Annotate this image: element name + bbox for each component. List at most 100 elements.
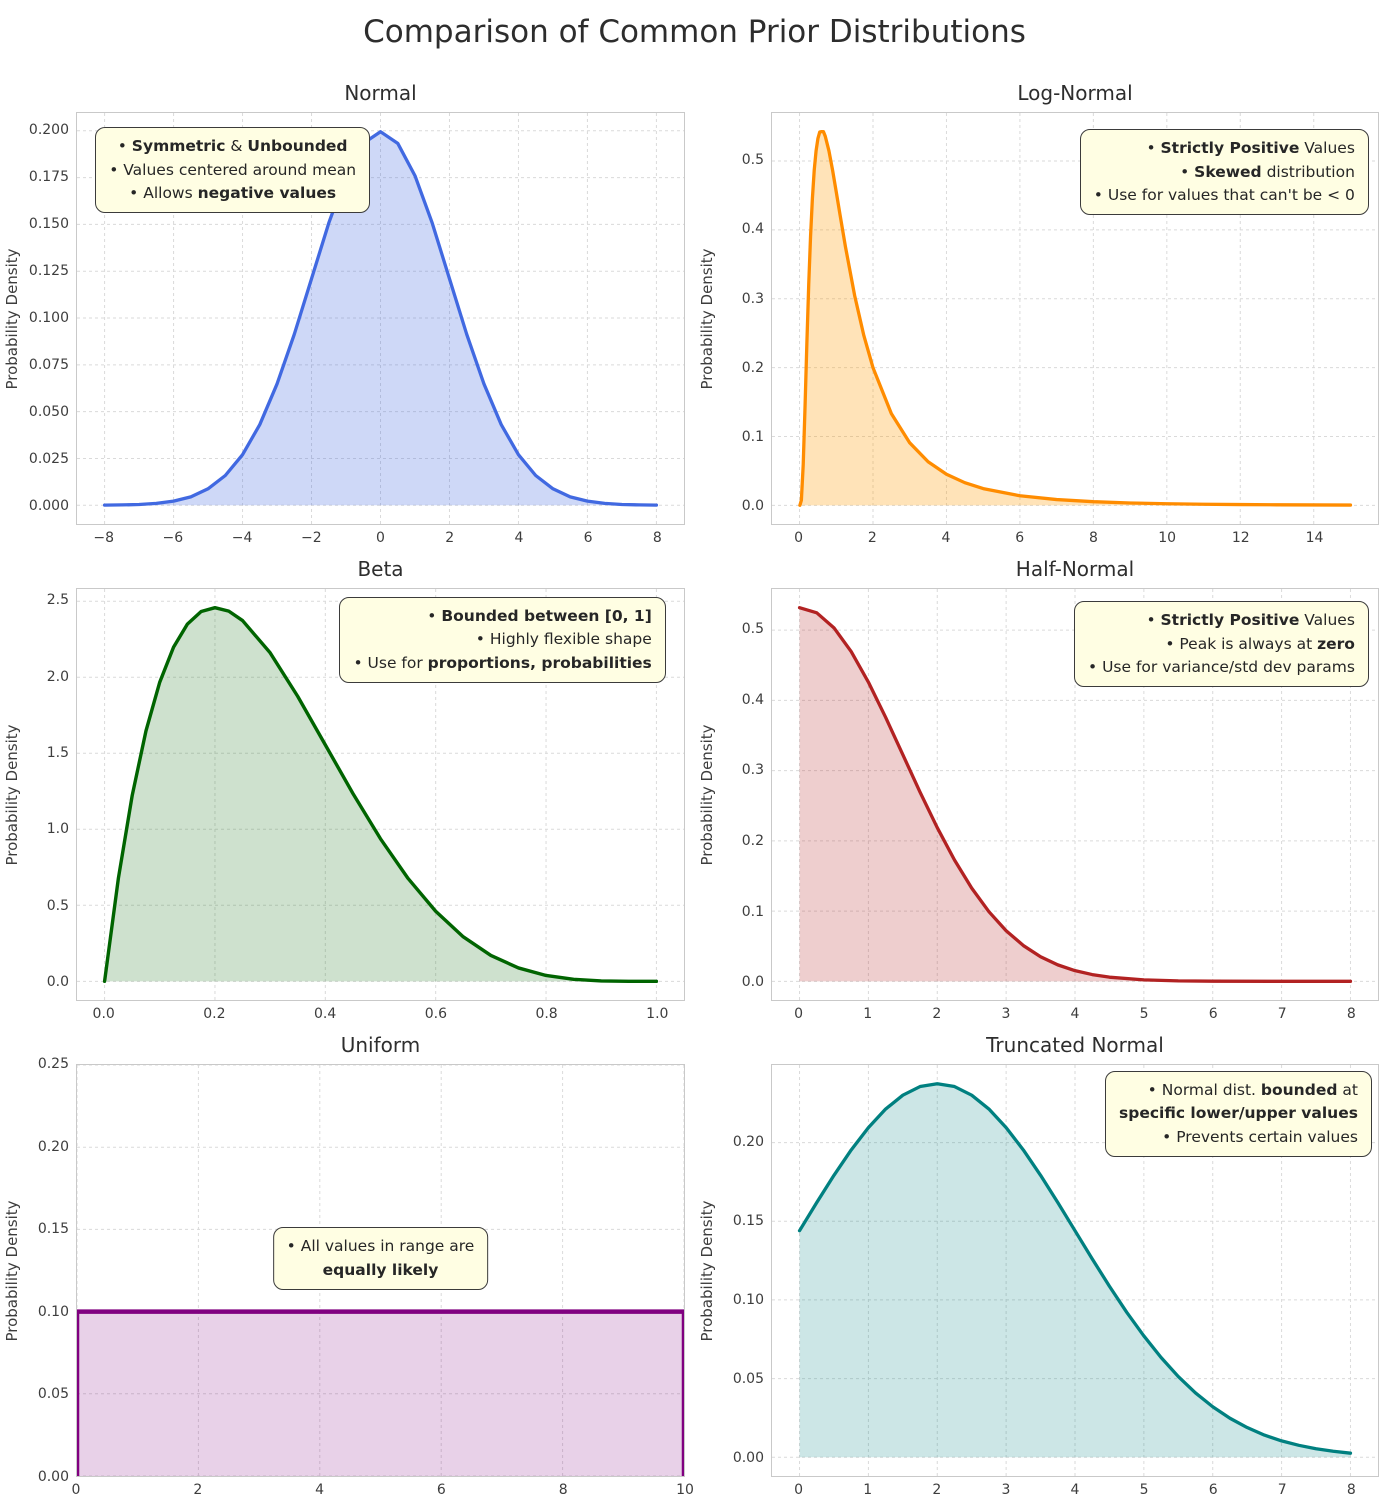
y-tick-label: 0.1 (741, 429, 764, 446)
x-tick-label: 6 (436, 1482, 446, 1498)
y-tick-label: 1.5 (46, 745, 69, 762)
curve-line (105, 132, 657, 505)
y-axis-ticks: 0.00 0.05 0.10 0.15 0.20 (719, 1064, 771, 1477)
x-tick-label: 6 (583, 530, 593, 546)
annotation-box: • Normal dist. bounded at specific lower/… (1105, 1071, 1372, 1157)
distribution-curve (772, 589, 1378, 1000)
x-tick-label: 0 (71, 1482, 81, 1498)
x-tick-label: 0.2 (203, 1006, 226, 1022)
plot-area-beta: • Bounded between [0, 1] • Highly flexibl… (76, 588, 685, 1001)
y-tick-label: 0.4 (741, 691, 764, 708)
y-tick-label: 0.0 (741, 498, 764, 515)
x-tick-label: 0.6 (424, 1006, 447, 1022)
curve-line (800, 1084, 1351, 1453)
y-tick-label: 1.0 (46, 821, 69, 838)
x-axis-ticks: 0 2 4 6 8 10 12 14 (771, 525, 1379, 552)
annotation-line: • Strictly Positive Values (1146, 611, 1355, 630)
annotation-line: • Highly flexible shape (475, 630, 652, 649)
x-tick-label: 1 (863, 1482, 873, 1498)
y-tick-label: 0.25 (37, 1056, 69, 1072)
x-tick-label: 12 (1231, 530, 1250, 546)
x-tick-label: 4 (1070, 1482, 1080, 1498)
y-tick-label: 0.2 (741, 833, 764, 850)
x-tick-label: 0.0 (92, 1006, 115, 1022)
chart-title: Truncated Normal (986, 1033, 1164, 1057)
y-tick-label: 0.100 (28, 310, 69, 327)
x-axis-ticks: 0 2 4 6 8 10 (72, 1477, 694, 1504)
plot-area-half-normal: • Strictly Positive Values • Peak is alwa… (771, 588, 1379, 1001)
x-tick-label: −6 (162, 530, 184, 546)
y-tick-label: 0.5 (46, 897, 69, 914)
x-tick-label: 2 (193, 1482, 203, 1498)
x-tick-label: 1 (863, 1006, 873, 1022)
y-tick-label: 0.0 (46, 974, 69, 991)
x-tick-label: 3 (1001, 1482, 1011, 1498)
y-tick-label: 0.050 (28, 404, 69, 421)
x-tick-label: 4 (1070, 1006, 1080, 1022)
x-tick-label: 0 (794, 1482, 804, 1498)
y-tick-label: 0.10 (37, 1303, 69, 1320)
x-tick-label: 2 (932, 1006, 942, 1022)
x-axis-ticks: 0 1 2 3 4 5 6 7 8 (771, 1001, 1379, 1028)
annotation-line: • Use for variance/std dev params (1088, 657, 1355, 676)
chart-grid: Normal Probability Density 0.000 0.025 0.0… (0, 76, 1389, 1504)
x-tick-label: 2 (867, 530, 877, 546)
distribution-curve (77, 589, 684, 1000)
x-tick-label: 8 (1346, 1006, 1356, 1022)
annotation-box: • Bounded between [0, 1] • Highly flexibl… (339, 597, 666, 683)
x-tick-label: 7 (1277, 1482, 1287, 1498)
y-axis-label: Probability Density (3, 1199, 21, 1342)
y-tick-label: 0.15 (37, 1221, 69, 1238)
y-axis-label: Probability Density (3, 723, 21, 866)
annotation-box: • All values in range are equally likely (272, 1227, 489, 1290)
chart-title: Uniform (340, 1033, 421, 1057)
y-axis-ticks: 0.00 0.05 0.10 0.15 0.20 0.25 (24, 1056, 76, 1485)
x-tick-label: 6 (1208, 1482, 1218, 1498)
annotation-line: • Prevents certain values (1162, 1127, 1358, 1146)
curve-fill (104, 131, 657, 506)
x-tick-label: 5 (1139, 1482, 1149, 1498)
y-tick-label: 0.20 (732, 1133, 764, 1150)
x-axis-ticks: 0 1 2 3 4 5 6 7 8 (771, 1477, 1379, 1504)
annotation-line: • Strictly Positive Values (1146, 139, 1355, 158)
annotation-line: • Symmetric & Unbounded (117, 137, 348, 156)
y-axis-label: Probability Density (698, 247, 716, 390)
y-tick-label: 0.10 (732, 1292, 764, 1309)
x-tick-label: 8 (652, 530, 662, 546)
x-tick-label: 5 (1139, 1006, 1149, 1022)
y-tick-label: 0.150 (28, 215, 69, 232)
plot-area-uniform: • All values in range are equally likely (76, 1064, 685, 1477)
annotation-line: • Use for values that can't be < 0 (1093, 185, 1355, 204)
chart-title: Beta (357, 557, 404, 581)
x-tick-label: 0.8 (535, 1006, 558, 1022)
x-tick-label: 2 (445, 530, 455, 546)
panel-uniform: Uniform Probability Density 0.00 0.05 0.10… (0, 1028, 695, 1504)
y-tick-label: 0.075 (28, 357, 69, 374)
curve-line (800, 608, 1351, 982)
y-axis-label: Probability Density (698, 1199, 716, 1342)
curve-fill (77, 1311, 684, 1476)
x-tick-label: 0 (376, 530, 385, 546)
annotation-line: • Allows negative values (129, 183, 337, 202)
annotation-line: • All values in range are (286, 1237, 475, 1256)
y-tick-label: 0.125 (28, 262, 69, 279)
y-tick-label: 0.200 (28, 121, 69, 138)
y-tick-label: 0.00 (732, 1450, 764, 1467)
x-tick-label: 8 (1088, 530, 1098, 546)
x-axis-ticks: −8 −6 −4 −2 0 2 4 6 8 (76, 525, 685, 552)
panel-half-normal: Half-Normal Probability Density 0.0 0.1 0.… (695, 552, 1389, 1028)
annotation-line: specific lower/upper values (1119, 1104, 1358, 1123)
x-tick-label: 7 (1277, 1006, 1287, 1022)
chart-title: Half-Normal (1015, 557, 1135, 581)
y-axis-ticks: 0.000 0.025 0.050 0.075 0.100 0.125 0.150 0.175… (24, 112, 76, 525)
x-tick-label: 10 (676, 1482, 694, 1498)
annotation-box: • Symmetric & Unbounded • Values centered… (95, 127, 371, 214)
x-tick-label: 0.4 (313, 1006, 337, 1022)
y-tick-label: 0.000 (28, 498, 69, 515)
x-tick-label: 1.0 (646, 1006, 669, 1022)
y-axis-ticks: 0.0 0.5 1.0 1.5 2.0 2.5 (24, 588, 76, 1001)
y-tick-label: 2.0 (46, 668, 69, 685)
x-tick-label: 14 (1305, 530, 1324, 546)
y-tick-label: 0.2 (741, 359, 764, 376)
x-tick-label: −8 (93, 530, 114, 546)
